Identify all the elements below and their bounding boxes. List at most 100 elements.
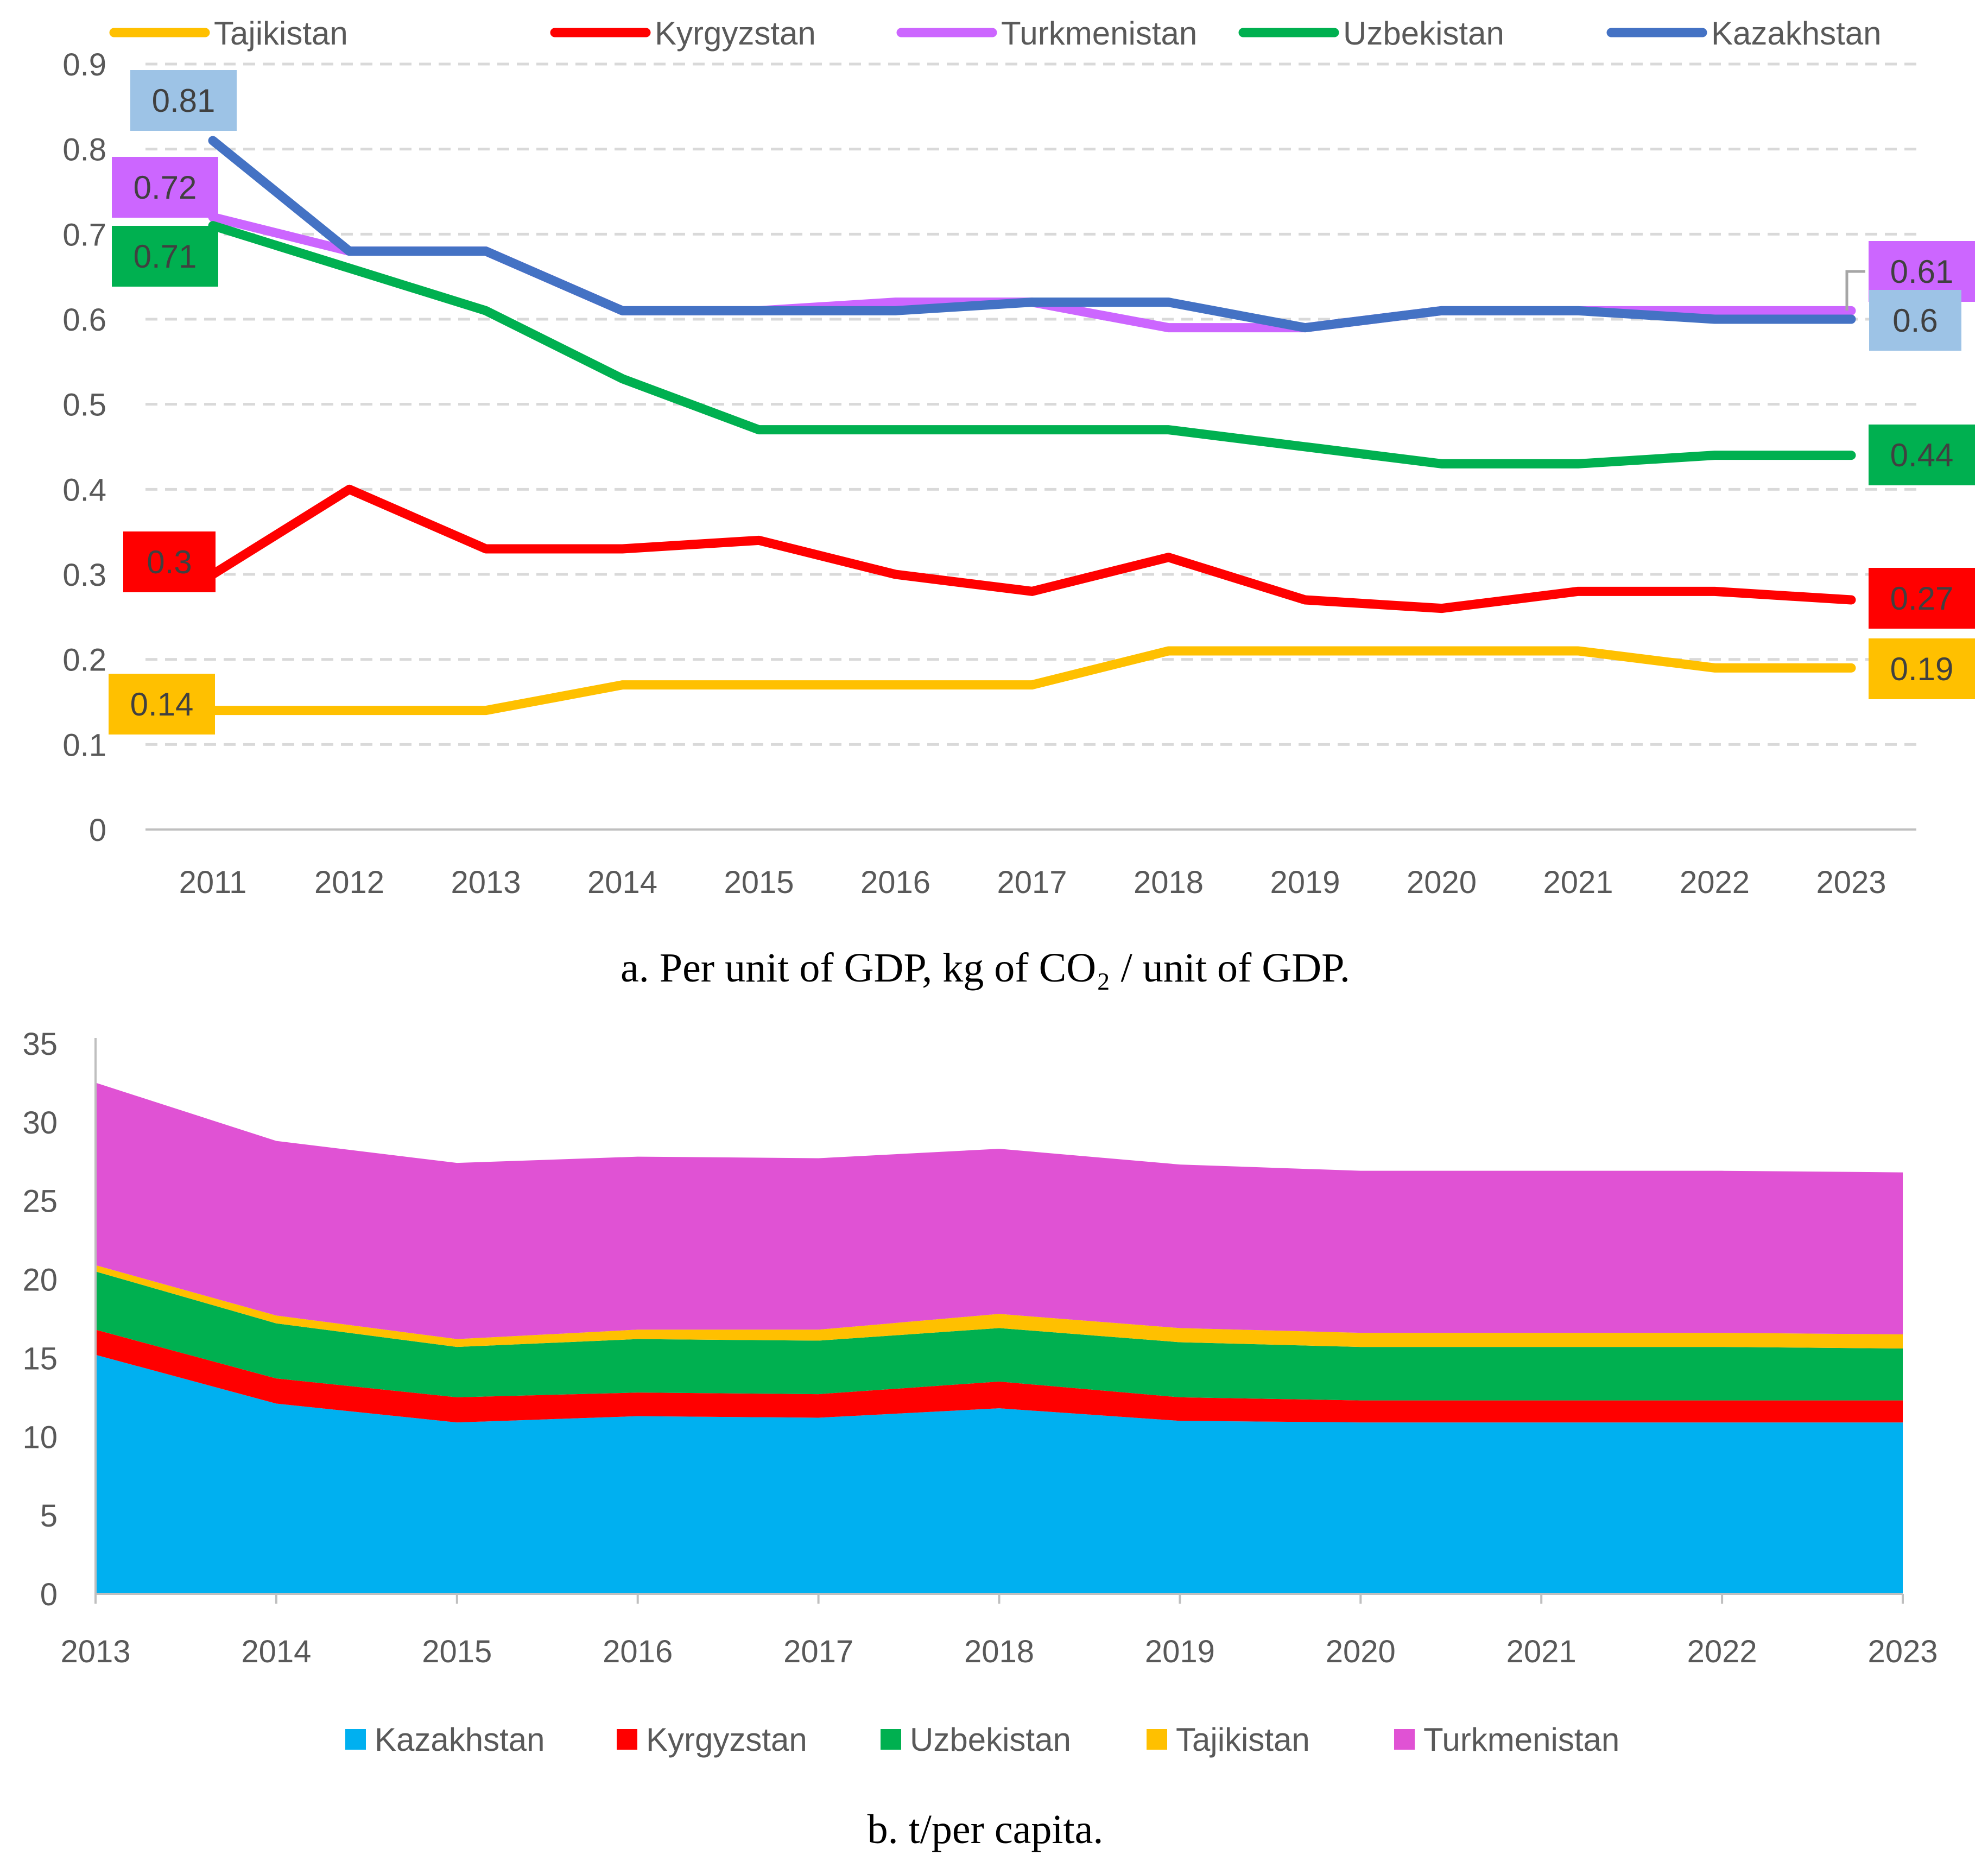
series-line-tajikistan xyxy=(208,646,1856,716)
x-tick-label: 2017 xyxy=(783,1634,853,1669)
legend-marker-turkmenistan xyxy=(1394,1729,1415,1750)
legend-label-uzbekistan: Uzbekistan xyxy=(1343,15,1504,52)
area-chart-axes xyxy=(94,1038,1904,1604)
area-chart-caption: b. t/per capita. xyxy=(868,1807,1104,1852)
area-chart-x-ticks: 2013 2014 2015 2016 2017 2018 2019 2020 2021 2022… xyxy=(60,1634,1938,1669)
data-label-box-end-kazakhstan xyxy=(1869,290,1961,351)
data-label-start-kazakhstan: 0.81 xyxy=(152,83,216,119)
x-tick-label: 2023 xyxy=(1867,1634,1938,1669)
data-label-start-kyrgyzstan: 0.3 xyxy=(147,544,192,580)
line-chart-y-ticks: 0 0.1 0.2 0.3 0.4 0.5 0.6 0.7 0.8 0.9 xyxy=(62,47,106,848)
x-tick-label: 2014 xyxy=(587,865,657,900)
x-tick-label: 2018 xyxy=(1134,865,1204,900)
area-chart-y-ticks: 0 5 10 15 20 25 30 35 xyxy=(22,1027,58,1612)
legend-label-tajikistan: Tajikistan xyxy=(1176,1721,1310,1758)
x-tick-label: 2021 xyxy=(1543,865,1613,900)
y-tick-label: 0.4 xyxy=(62,472,106,508)
y-tick-label: 0.1 xyxy=(62,727,106,763)
y-tick-label: 10 xyxy=(22,1420,58,1455)
legend-label-kyrgyzstan: Kyrgyzstan xyxy=(655,15,816,52)
x-tick-label: 2022 xyxy=(1680,865,1750,900)
legend-marker-uzbekistan xyxy=(881,1729,901,1750)
data-label-box-end-tajikistan xyxy=(1869,638,1975,699)
y-tick-label: 0.2 xyxy=(62,643,106,678)
data-label-end-kazakhstan: 0.6 xyxy=(1892,302,1938,339)
line-chart-gridlines xyxy=(145,62,1916,831)
y-tick-label: 0.8 xyxy=(62,132,106,168)
series-line-kyrgyzstan xyxy=(208,484,1856,613)
area-kyrgyzstan xyxy=(96,1329,1903,1423)
data-label-leader-line xyxy=(1845,270,1865,311)
x-tick-label: 2019 xyxy=(1145,1634,1215,1669)
y-tick-label: 0.3 xyxy=(62,558,106,593)
y-tick-label: 0.5 xyxy=(62,388,106,423)
legend-label-turkmenistan: Turkmenistan xyxy=(1423,1721,1619,1758)
data-label-start-tajikistan: 0.14 xyxy=(130,686,194,723)
x-tick-label: 2013 xyxy=(451,865,521,900)
area-turkmenistan xyxy=(96,1082,1903,1339)
line-chart-series xyxy=(208,136,1856,716)
data-label-box-start-tajikistan xyxy=(109,674,215,735)
series-line-uzbekistan xyxy=(208,221,1856,469)
y-tick-label: 25 xyxy=(22,1184,58,1219)
x-tick-label: 2011 xyxy=(179,865,247,900)
area-uzbekistan xyxy=(96,1271,1903,1401)
x-tick-label: 2019 xyxy=(1270,865,1340,900)
legend-marker-kyrgyzstan xyxy=(617,1729,637,1750)
y-tick-label: 30 xyxy=(22,1105,58,1141)
data-label-box-start-turkmenistan xyxy=(112,157,218,218)
x-tick-label: 2022 xyxy=(1687,1634,1757,1669)
data-label-end-kyrgyzstan: 0.27 xyxy=(1890,580,1954,617)
data-label-box-end-uzbekistan xyxy=(1869,425,1975,485)
data-label-end-turkmenistan: 0.61 xyxy=(1890,254,1954,290)
area-chart-series xyxy=(96,1082,1903,1594)
legend-label-kazakhstan: Kazakhstan xyxy=(375,1721,545,1758)
legend-label-uzbekistan: Uzbekistan xyxy=(910,1721,1071,1758)
data-label-start-uzbekistan: 0.71 xyxy=(134,238,197,275)
x-tick-label: 2023 xyxy=(1816,865,1886,900)
x-tick-label: 2012 xyxy=(314,865,384,900)
x-tick-label: 2017 xyxy=(997,865,1067,900)
legend-marker-kazakhstan xyxy=(345,1729,366,1750)
x-tick-label: 2014 xyxy=(241,1634,311,1669)
x-tick-label: 2015 xyxy=(422,1634,492,1669)
x-tick-label: 2020 xyxy=(1326,1634,1396,1669)
x-tick-label: 2020 xyxy=(1407,865,1477,900)
y-tick-label: 20 xyxy=(22,1263,58,1298)
line-chart-per-gdp: 00.10.20.30.40.50.60.70.80.9 2011 2012 201… xyxy=(62,15,1975,991)
legend-label-kazakhstan: Kazakhstan xyxy=(1711,15,1882,52)
data-label-start-turkmenistan: 0.72 xyxy=(134,169,197,206)
series-line-kazakhstan xyxy=(208,136,1856,333)
line-chart-caption: a. Per unit of GDP, kg of CO₂ / unit of … xyxy=(621,945,1350,991)
area-kazakhstan xyxy=(96,1354,1903,1594)
area-chart-legend: Kazakhstan Kyrgyzstan Uzbekistan Tajikistan… xyxy=(345,1721,1619,1758)
line-chart-data-labels: 0.14 0.19 0.3 0.27 0.72 0.61 0.71 0.44 0.81 0.6 xyxy=(109,70,1975,735)
x-tick-label: 2015 xyxy=(724,865,794,900)
line-chart-x-ticks: 2011 2012 2013 2014 2015 2016 2017 2018 2019 2020… xyxy=(179,865,1886,900)
legend-label-kyrgyzstan: Kyrgyzstan xyxy=(646,1721,807,1758)
x-tick-label: 2018 xyxy=(964,1634,1034,1669)
data-label-end-tajikistan: 0.19 xyxy=(1890,651,1954,687)
y-tick-label: 15 xyxy=(22,1341,58,1376)
legend-label-turkmenistan: Turkmenistan xyxy=(1001,15,1197,52)
area-tajikistan xyxy=(96,1265,1903,1349)
y-tick-label: 0.7 xyxy=(62,217,106,252)
data-label-box-start-uzbekistan xyxy=(112,226,218,287)
legend-label-tajikistan: Tajikistan xyxy=(214,15,348,52)
y-tick-label: 0.6 xyxy=(62,302,106,338)
line-chart-legend: Tajikistan Kyrgyzstan Turkmenistan Uzbekist… xyxy=(109,15,1882,52)
data-label-end-uzbekistan: 0.44 xyxy=(1890,437,1954,473)
x-tick-label: 2016 xyxy=(603,1634,673,1669)
data-label-box-start-kyrgyzstan xyxy=(123,531,216,592)
y-tick-label: 0 xyxy=(40,1577,58,1612)
x-tick-label: 2021 xyxy=(1506,1634,1577,1669)
y-tick-label: 0 xyxy=(89,813,106,848)
data-label-box-end-kyrgyzstan xyxy=(1869,568,1975,629)
x-tick-label: 2016 xyxy=(860,865,930,900)
data-label-box-start-kazakhstan xyxy=(130,70,237,131)
y-tick-label: 35 xyxy=(22,1027,58,1062)
legend-marker-tajikistan xyxy=(1147,1729,1167,1750)
